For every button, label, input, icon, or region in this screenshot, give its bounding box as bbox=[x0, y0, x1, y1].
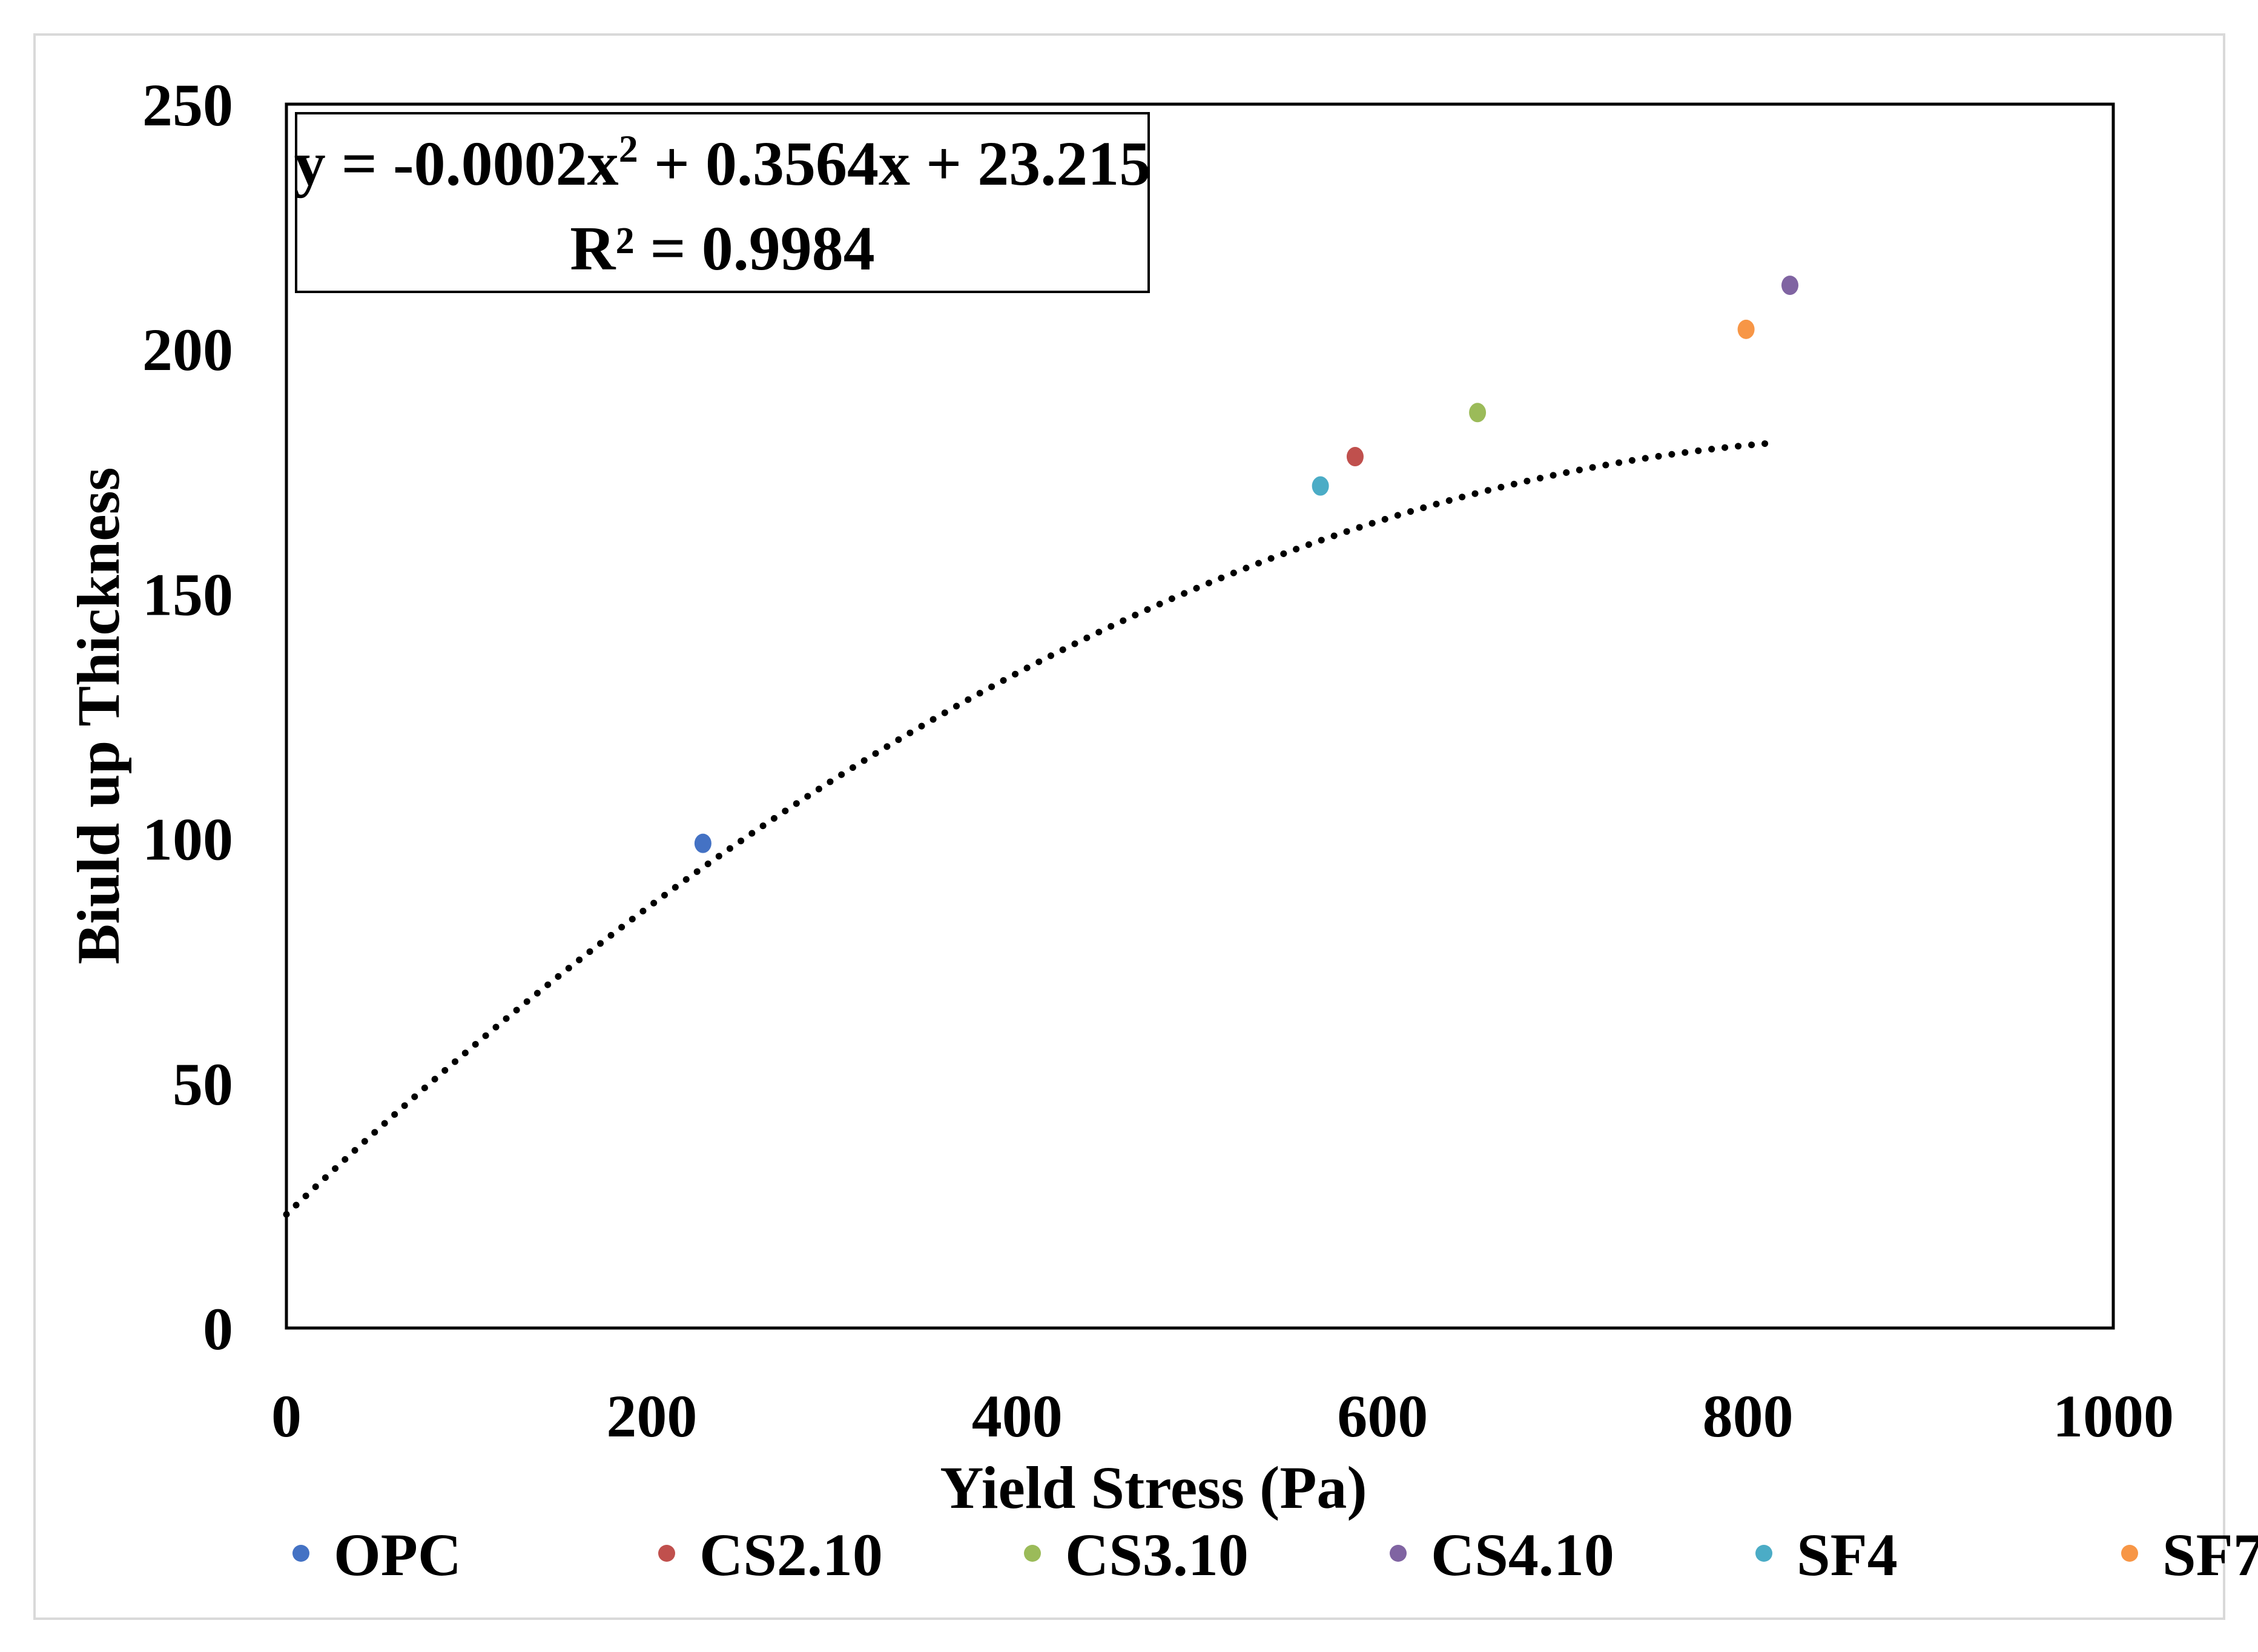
equation-box bbox=[295, 112, 1150, 293]
data-point-cs3-10 bbox=[1469, 403, 1487, 423]
equation-text: y = -0.0002x2 + 0.3564x + 23.215 bbox=[294, 127, 1150, 199]
legend-marker-cs2-10 bbox=[658, 1545, 675, 1562]
data-point-cs4-10 bbox=[1781, 276, 1798, 296]
x-tick-label: 1000 bbox=[2053, 1383, 2174, 1450]
chart-frame bbox=[33, 33, 2225, 1620]
data-points bbox=[694, 276, 1798, 853]
legend-marker-cs3-10 bbox=[1024, 1545, 1041, 1562]
legend-label-cs2-10: CS2.10 bbox=[699, 1521, 883, 1588]
y-axis-label: Biuld up Thickness bbox=[65, 468, 132, 965]
legend-label-opc: OPC bbox=[334, 1521, 461, 1588]
x-tick-label: 0 bbox=[271, 1383, 302, 1450]
data-point-opc bbox=[694, 833, 711, 853]
plot-area bbox=[285, 102, 2115, 1330]
y-tick-label: 100 bbox=[142, 806, 233, 873]
legend: OPC CS2.10 CS3.10 CS4.10 SF4 SF7 bbox=[292, 1521, 2258, 1588]
y-tick-label: 50 bbox=[173, 1051, 233, 1118]
x-tick-label: 200 bbox=[606, 1383, 697, 1450]
y-tick-label: 200 bbox=[142, 316, 233, 383]
x-tick-label: 800 bbox=[1703, 1383, 1794, 1450]
legend-label-cs4-10: CS4.10 bbox=[1431, 1521, 1614, 1588]
equation-prefix: y = -0.0002x bbox=[294, 129, 619, 199]
data-point-sf4 bbox=[1312, 476, 1329, 496]
legend-marker-sf4 bbox=[1755, 1545, 1772, 1562]
trendline bbox=[283, 439, 1779, 1218]
legend-label-sf4: SF4 bbox=[1797, 1521, 1898, 1588]
legend-marker-sf7 bbox=[2121, 1545, 2138, 1562]
legend-marker-cs4-10 bbox=[1390, 1545, 1407, 1562]
y-axis-ticks: 0 50 100 150 200 250 bbox=[142, 71, 233, 1363]
legend-label-cs3-10: CS3.10 bbox=[1065, 1521, 1249, 1588]
equation-suffix: + 0.3564x + 23.215 bbox=[638, 129, 1151, 199]
data-point-cs2-10 bbox=[1346, 447, 1364, 467]
x-tick-label: 400 bbox=[972, 1383, 1063, 1450]
equation-superscript: 2 bbox=[619, 127, 638, 170]
y-tick-label: 150 bbox=[142, 561, 233, 628]
y-tick-label: 250 bbox=[142, 71, 233, 139]
x-axis-label: Yield Stress (Pa) bbox=[940, 1454, 1367, 1521]
data-point-sf7 bbox=[1737, 319, 1755, 339]
r-squared-text: R² = 0.9984 bbox=[570, 214, 875, 283]
x-tick-label: 600 bbox=[1337, 1383, 1428, 1450]
x-axis-ticks: 0 200 400 600 800 1000 bbox=[271, 1383, 2174, 1450]
legend-label-sf7: SF7 bbox=[2162, 1521, 2258, 1588]
y-tick-label: 0 bbox=[203, 1295, 233, 1363]
legend-marker-opc bbox=[292, 1545, 309, 1562]
